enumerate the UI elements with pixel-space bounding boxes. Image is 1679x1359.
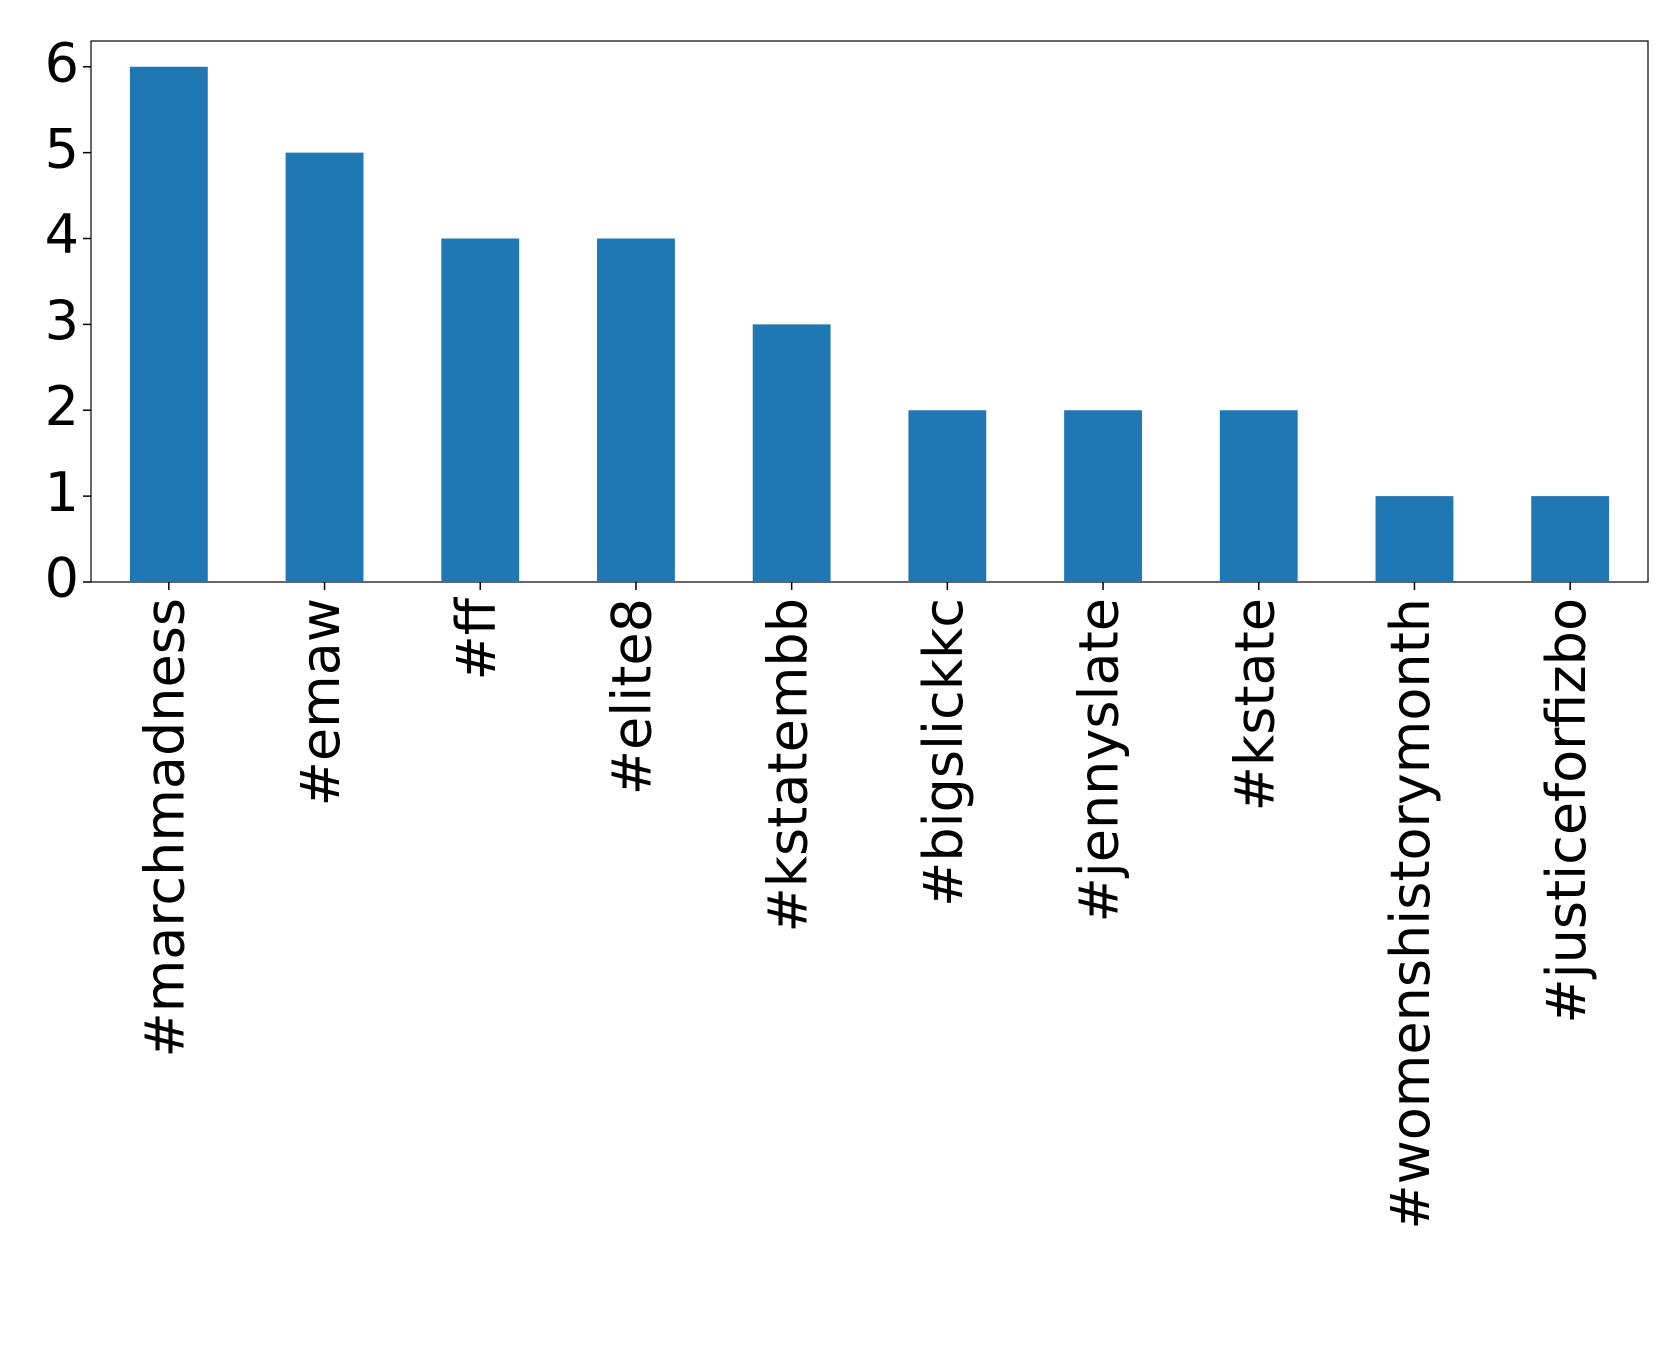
bar bbox=[597, 238, 675, 582]
y-tick-label: 5 bbox=[45, 117, 79, 180]
bar bbox=[285, 152, 364, 582]
x-tick-label: #womenshistorymonth bbox=[1379, 598, 1442, 1230]
x-tick-label: #bigslickkc bbox=[912, 598, 975, 907]
x-tick-label: #marchmadness bbox=[133, 598, 196, 1058]
x-tick-label: #emaw bbox=[289, 598, 352, 806]
x-tick-label: #ff bbox=[445, 596, 508, 680]
bar bbox=[129, 66, 208, 582]
x-tick-label: #kstate bbox=[1223, 598, 1286, 811]
x-tick-label: #kstatembb bbox=[756, 598, 819, 932]
y-tick-label: 4 bbox=[45, 203, 79, 266]
y-tick-label: 2 bbox=[45, 375, 79, 438]
bar bbox=[441, 238, 520, 582]
x-tick-label: #jennyslate bbox=[1068, 598, 1131, 923]
bar bbox=[1375, 496, 1454, 582]
y-tick-label: 6 bbox=[45, 31, 79, 94]
y-tick-label: 3 bbox=[45, 289, 79, 352]
bar bbox=[1531, 496, 1610, 582]
x-tick-label: #elite8 bbox=[601, 598, 664, 795]
y-tick-label: 1 bbox=[45, 461, 79, 524]
bar bbox=[752, 324, 831, 582]
plot-frame bbox=[90, 40, 1649, 583]
bar bbox=[908, 410, 987, 582]
y-tick-label: 0 bbox=[45, 547, 79, 610]
bar bbox=[1064, 410, 1142, 582]
x-tick-label: #justiceforfizbo bbox=[1535, 598, 1598, 1024]
bar bbox=[1219, 410, 1298, 582]
